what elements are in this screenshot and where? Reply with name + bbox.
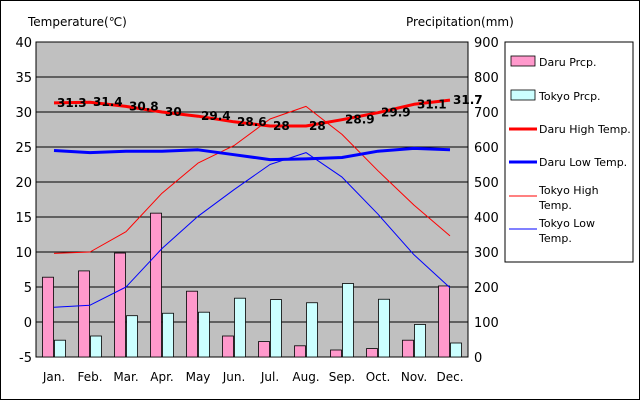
plot-area — [35, 41, 469, 358]
bar-daru-prcp-4 — [150, 212, 162, 358]
daru-high-label-4: 30 — [165, 105, 182, 119]
line-daru-high-temp — [53, 98, 451, 128]
bar-daru-prcp-10 — [366, 348, 378, 358]
bar-tokyo-prcp-3 — [126, 315, 138, 358]
left-tick-label: -5 — [19, 351, 32, 366]
x-tick-label: Dec. — [436, 370, 463, 384]
left-axis-ticks: 40 35 30 25 20 15 10 5 0 -5 — [15, 36, 32, 366]
bar-daru-prcp-3 — [114, 252, 126, 358]
right-tick-label: 700 — [474, 106, 499, 121]
legend-label-4: Daru Low Temp. — [539, 156, 627, 169]
x-tick-label: Nov. — [401, 370, 427, 384]
right-tick-label: 100 — [474, 316, 499, 331]
bar-tokyo-prcp-6 — [234, 297, 246, 358]
right-axis-title: Precipitation(mm) — [406, 15, 514, 29]
bar-tokyo-prcp-2 — [90, 335, 102, 358]
daru-high-label-1: 31.3 — [57, 96, 87, 110]
right-tick-label: 600 — [474, 141, 499, 156]
x-tick-label: Sep. — [329, 370, 355, 384]
x-tick-label: Apr. — [150, 370, 173, 384]
daru-high-label-5: 29.4 — [201, 109, 231, 123]
left-tick-label: 40 — [15, 36, 32, 51]
right-tick-label: 500 — [474, 176, 499, 191]
daru-high-label-7: 28 — [273, 119, 290, 133]
right-tick-label: 800 — [474, 71, 499, 86]
legend: Daru Prcp. Tokyo Prcp. Daru High Temp. Daru… — [504, 41, 634, 263]
right-tick-label: 900 — [474, 36, 499, 51]
x-tick-label: Feb. — [77, 370, 102, 384]
line-tokyo-high-temp — [53, 105, 451, 254]
legend-label-2: Tokyo Prcp. — [538, 90, 601, 103]
bar-daru-prcp-11 — [402, 339, 414, 358]
daru-high-label-12: 31.7 — [453, 93, 483, 107]
plot-background — [35, 41, 469, 358]
bar-tokyo-prcp-7 — [270, 299, 282, 358]
left-tick-label: 20 — [15, 176, 32, 191]
bar-tokyo-prcp-5 — [198, 311, 210, 358]
bar-daru-prcp-12 — [438, 285, 450, 358]
daru-high-label-9: 28.9 — [345, 113, 375, 127]
line-daru-low-temp — [53, 146, 451, 162]
legend-label-1: Daru Prcp. — [539, 56, 596, 69]
right-tick-label: 400 — [474, 211, 499, 226]
bar-tokyo-prcp-8 — [306, 302, 318, 358]
bar-tokyo-prcp-9 — [342, 283, 354, 358]
left-tick-label: 25 — [15, 141, 32, 156]
x-tick-label: Aug. — [292, 370, 319, 384]
left-axis-title: Temperature(℃) — [27, 15, 127, 29]
temperature-lines — [53, 98, 451, 308]
legend-label-5: Tokyo High Temp. — [538, 184, 599, 212]
x-axis-ticks: Jan. Feb. Mar. Apr. May Jun. Jul. Aug. Sep. Oct. N… — [42, 370, 464, 384]
grid-lines — [36, 76, 468, 323]
bar-daru-prcp-7 — [258, 341, 270, 358]
left-tick-label: 30 — [15, 106, 32, 121]
x-tick-label: Jul. — [260, 370, 279, 384]
line-tokyo-low-temp — [53, 152, 451, 308]
x-tick-label: Jan. — [42, 370, 65, 384]
legend-swatch — [510, 89, 536, 101]
bar-daru-prcp-6 — [222, 335, 234, 358]
x-tick-label: Oct. — [366, 370, 391, 384]
bar-tokyo-prcp-1 — [54, 339, 66, 358]
x-tick-label: Jun. — [222, 370, 246, 384]
legend-box — [504, 41, 634, 263]
bar-daru-prcp-9 — [330, 349, 342, 358]
left-tick-label: 35 — [15, 71, 32, 86]
bar-tokyo-prcp-4 — [162, 312, 174, 358]
legend-label-6: Tokyo Low Temp. — [538, 217, 595, 245]
x-tick-label: May — [186, 370, 211, 384]
daru-high-label-11: 31.1 — [417, 97, 447, 111]
bar-daru-prcp-1 — [42, 276, 54, 358]
bar-daru-prcp-2 — [78, 270, 90, 358]
right-tick-label: 200 — [474, 281, 499, 296]
legend-label-3: Daru High Temp. — [539, 123, 631, 136]
daru-high-label-6: 28.6 — [237, 115, 267, 129]
x-tick-label: Mar. — [113, 370, 138, 384]
daru-high-value-labels: 31.3 31.4 30.8 30 29.4 28.6 28 28 28.9 29.9 31.1 31… — [57, 93, 483, 133]
right-tick-label: 0 — [474, 351, 482, 366]
bar-tokyo-prcp-12 — [450, 342, 462, 358]
left-tick-label: 10 — [15, 246, 32, 261]
daru-high-label-8: 28 — [309, 119, 326, 133]
bar-daru-prcp-5 — [186, 290, 198, 358]
bar-tokyo-prcp-10 — [378, 298, 390, 358]
daru-high-label-3: 30.8 — [129, 99, 159, 113]
left-tick-label: 0 — [24, 316, 32, 331]
bar-daru-prcp-8 — [294, 345, 306, 358]
legend-swatch — [510, 55, 536, 67]
daru-high-label-10: 29.9 — [381, 106, 411, 120]
precipitation-bars — [42, 212, 462, 358]
bar-tokyo-prcp-11 — [414, 324, 426, 358]
daru-high-label-2: 31.4 — [93, 95, 123, 109]
right-axis-ticks: 900 800 700 600 500 400 300 200 100 0 — [474, 36, 499, 366]
left-tick-label: 5 — [24, 281, 32, 296]
right-tick-label: 300 — [474, 246, 499, 261]
left-tick-label: 15 — [15, 211, 32, 226]
